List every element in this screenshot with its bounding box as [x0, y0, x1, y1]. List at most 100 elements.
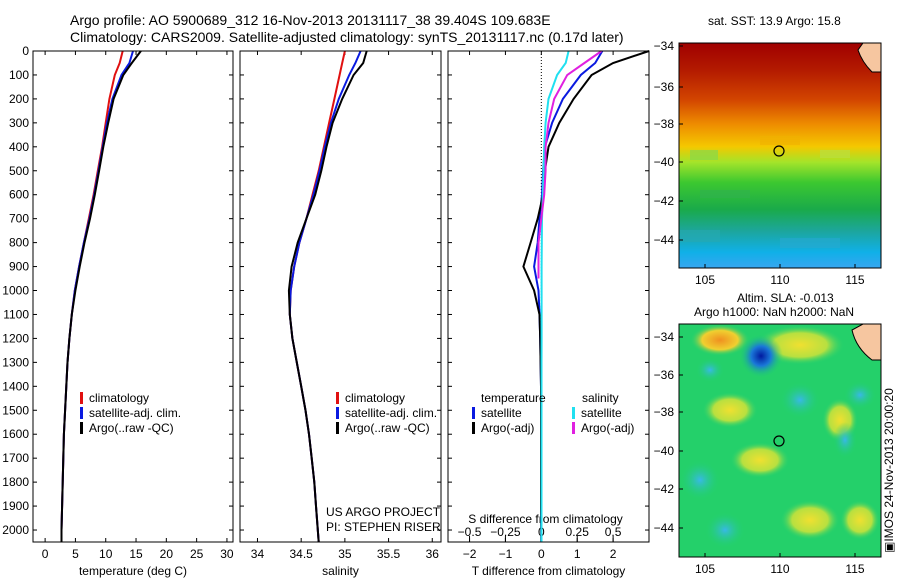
legend-item-argo: Argo(..raw -QC) — [336, 421, 437, 436]
sst-map — [678, 42, 882, 269]
x-tick-label: 2 — [610, 547, 617, 561]
lon-tick-label: 110 — [770, 273, 789, 287]
series-salinity-argo — [537, 50, 603, 279]
x-tick-label: 0 — [42, 547, 49, 561]
diff-legend-salinity: salinity satellite Argo(-adj) — [572, 391, 634, 436]
legend-item-satellite: satellite-adj. clim. — [80, 406, 181, 421]
lat-tick-label: −40 — [654, 155, 675, 169]
panel-temperature: 0100200300400500600700800900100011001200… — [2, 44, 234, 578]
x-tick-label: 34.5 — [289, 547, 313, 561]
series-salinity-satellite — [540, 50, 570, 542]
y-tick-label: 300 — [9, 116, 29, 130]
series-argo — [60, 50, 142, 542]
legend-header-salinity: salinity — [582, 391, 619, 405]
legend-item-sal-satellite: satellite — [572, 406, 634, 421]
y-tick-label: 1400 — [2, 379, 29, 393]
x-tick-label: 36 — [426, 547, 440, 561]
lon-tick-label: 105 — [695, 273, 715, 287]
y-tick-label: 800 — [9, 236, 29, 250]
series-climatology — [288, 50, 346, 543]
x-axis-label: temperature (deg C) — [79, 564, 187, 578]
y-tick-label: 1200 — [2, 331, 29, 345]
lat-tick-label: −42 — [654, 482, 675, 496]
lat-tick-label: −44 — [654, 521, 675, 535]
lon-tick-label: 105 — [695, 562, 715, 576]
salinity-legend: climatology satellite-adj. clim. Argo(..… — [336, 391, 437, 436]
x-tick-label: 35.5 — [377, 547, 401, 561]
x-tick-label: 1 — [574, 547, 581, 561]
legend-swatch — [336, 392, 339, 404]
panel-difference: −2 −1 0 1 2 T difference from climatology −0.5… — [447, 50, 650, 578]
y-tick-label: 1700 — [2, 451, 29, 465]
y-tick-label: 200 — [9, 92, 29, 106]
plot-frame — [447, 50, 650, 543]
climatology-title: Climatology: CARS2009. Satellite-adjuste… — [70, 29, 624, 45]
legend-swatch — [472, 407, 475, 419]
lat-tick-label: −40 — [654, 444, 675, 458]
sla-map-axes: −34 −36 −38 −40 −42 −44 105 110 115 — [654, 330, 865, 576]
x-axis-label: T difference from climatology — [472, 564, 626, 578]
y-tick-label: 1100 — [3, 307, 29, 321]
y-tick-label: 1000 — [2, 284, 29, 298]
profile-title: Argo profile: AO 5900689_312 16-Nov-2013… — [70, 12, 551, 28]
legend-swatch — [572, 407, 575, 419]
legend-header-temperature: temperature — [481, 391, 546, 405]
legend-item-climatology: climatology — [80, 391, 181, 406]
y-tick-label: 1300 — [2, 355, 29, 369]
legend-item-sal-argo: Argo(-adj) — [572, 421, 634, 436]
x-tick-label: 30 — [220, 547, 234, 561]
x-tick-label: 34 — [251, 547, 265, 561]
legend-swatch — [80, 392, 83, 404]
sla-map-subtitle: Argo h1000: NaN h2000: NaN — [694, 305, 855, 319]
credit-pi: PI: STEPHEN RISER — [326, 520, 441, 534]
x2-tick-label: −0.5 — [458, 525, 482, 539]
x-tick-label: 35 — [338, 547, 352, 561]
y-tick-label: 100 — [9, 68, 29, 82]
lat-tick-label: −38 — [654, 117, 675, 131]
x-tick-label: −1 — [499, 547, 513, 561]
project-credit: US ARGO PROJECT PI: STEPHEN RISER — [326, 505, 441, 535]
legend-item-temp-argo: Argo(-adj) — [472, 421, 546, 436]
legend-item-temp-satellite: satellite — [472, 406, 546, 421]
x-tick-label: 25 — [190, 547, 204, 561]
x2-axis-label: S difference from climatology — [468, 512, 623, 526]
series-satellite — [288, 50, 362, 543]
y-tick-label: 600 — [9, 188, 29, 202]
y-tick-label: 700 — [9, 212, 29, 226]
x-tick-label: 0 — [538, 547, 545, 561]
argo-position-marker-sla — [773, 435, 785, 447]
x-tick-label: −2 — [463, 547, 477, 561]
lat-tick-label: −34 — [654, 39, 675, 53]
legend-swatch — [472, 422, 475, 434]
panel-salinity: 34 34.5 35 35.5 36 salinity — [239, 50, 442, 578]
lat-tick-label: −44 — [654, 233, 675, 247]
lat-tick-label: −34 — [654, 330, 675, 344]
x-tick-label: 10 — [99, 547, 113, 561]
sla-map — [678, 323, 882, 558]
y-tick-label: 900 — [9, 260, 29, 274]
series-temperature-satellite — [533, 50, 604, 542]
diff-legend-temperature: temperature satellite Argo(-adj) — [472, 391, 546, 436]
y-tick-label: 500 — [9, 164, 29, 178]
sst-map-title: sat. SST: 13.9 Argo: 15.8 — [708, 14, 841, 28]
lat-tick-label: −38 — [654, 405, 675, 419]
credit-project: US ARGO PROJECT — [326, 505, 441, 519]
legend-swatch — [336, 422, 339, 434]
x2-tick-label: 0.5 — [605, 525, 622, 539]
sst-map-axes: −34 −36 −38 −40 −42 −44 105 110 115 — [654, 39, 865, 287]
sla-map-title: Altim. SLA: -0.013 — [737, 291, 834, 305]
plot-frame — [239, 50, 442, 543]
legend-swatch — [336, 407, 339, 419]
x2-tick-label: 0.25 — [566, 525, 590, 539]
plot-frame — [32, 50, 234, 543]
legend-item-argo: Argo(..raw -QC) — [80, 421, 181, 436]
y-tick-label: 1600 — [2, 427, 29, 441]
y-tick-label: 2000 — [2, 523, 29, 537]
legend-item-satellite: satellite-adj. clim. — [336, 406, 437, 421]
x-axis-label: salinity — [322, 564, 359, 578]
series-climatology — [60, 50, 124, 542]
lat-tick-label: −36 — [654, 368, 675, 382]
legend-swatch — [572, 422, 575, 434]
y-tick-label: 1500 — [2, 403, 29, 417]
